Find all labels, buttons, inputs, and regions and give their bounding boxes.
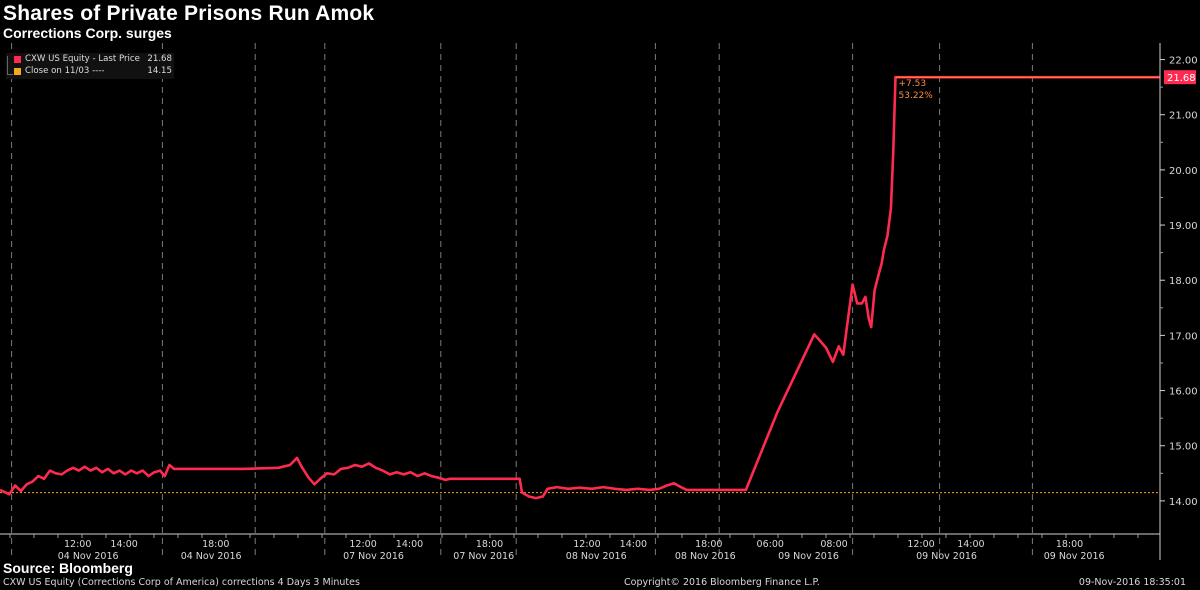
x-date-label: 09 Nov 2016 bbox=[916, 551, 977, 562]
legend: CXW US Equity - Last Price 21.68 Close o… bbox=[6, 53, 174, 79]
footer-copyright: Copyright© 2016 Bloomberg Finance L.P. bbox=[624, 577, 820, 588]
x-time-label: 12:00 bbox=[907, 539, 934, 550]
x-time-label: 12:00 bbox=[64, 539, 91, 550]
x-date-label: 07 Nov 2016 bbox=[343, 551, 404, 562]
x-time-label: 18:00 bbox=[202, 539, 229, 550]
chart-title: Shares of Private Prisons Run Amok bbox=[3, 2, 375, 25]
x-date-label: 09 Nov 2016 bbox=[778, 551, 839, 562]
y-tick-label: 19.00 bbox=[1169, 221, 1198, 232]
x-time-label: 14:00 bbox=[396, 539, 423, 550]
grid-layer bbox=[0, 43, 1160, 560]
y-tick-label: 21.00 bbox=[1169, 111, 1198, 122]
x-time-label: 18:00 bbox=[476, 539, 503, 550]
legend-item-last-price: CXW US Equity - Last Price 21.68 bbox=[14, 54, 172, 66]
legend-item-close: Close on 11/03 ---- 14.15 bbox=[14, 66, 172, 78]
legend-swatch-last-price bbox=[14, 56, 21, 63]
annotation-layer: +7.53 53.22% bbox=[895, 76, 1160, 101]
x-time-label: 18:00 bbox=[1056, 539, 1083, 550]
x-date-label: 09 Nov 2016 bbox=[1044, 551, 1105, 562]
x-time-label: 06:00 bbox=[757, 539, 784, 550]
x-time-label: 14:00 bbox=[110, 539, 137, 550]
x-time-label: 12:00 bbox=[573, 539, 600, 550]
legend-value: 21.68 bbox=[147, 54, 172, 64]
series-layer bbox=[0, 75, 1160, 500]
y-tick-label: 15.00 bbox=[1169, 442, 1198, 453]
x-date-label: 04 Nov 2016 bbox=[58, 551, 119, 562]
last-price-tag bbox=[1164, 70, 1196, 85]
legend-label: CXW US Equity - Last Price bbox=[25, 54, 140, 64]
x-time-label: 14:00 bbox=[620, 539, 647, 550]
y-tick-label: 14.00 bbox=[1169, 497, 1198, 508]
x-date-label: 07 Nov 2016 bbox=[453, 551, 514, 562]
legend-label: Close on 11/03 ---- bbox=[25, 66, 105, 76]
last-price-tag-label: 21.68 bbox=[1167, 73, 1196, 84]
x-time-label: 08:00 bbox=[820, 539, 847, 550]
price-series-line bbox=[0, 75, 1160, 500]
y-tick-label: 22.00 bbox=[1169, 56, 1198, 67]
x-time-label: 18:00 bbox=[695, 539, 722, 550]
footer-description: CXW US Equity (Corrections Corp of Ameri… bbox=[3, 577, 360, 588]
footer-timestamp: 09-Nov-2016 18:35:01 bbox=[1078, 577, 1186, 588]
x-date-label: 04 Nov 2016 bbox=[181, 551, 242, 562]
axis-layer: 14.00 15.00 16.00 17.00 18.00 19.00 20.00 21.00… bbox=[0, 43, 1198, 562]
y-tick-label: 16.00 bbox=[1169, 387, 1198, 398]
x-date-label: 08 Nov 2016 bbox=[566, 551, 627, 562]
chart-subtitle: Corrections Corp. surges bbox=[3, 25, 172, 41]
legend-connector bbox=[7, 56, 13, 75]
legend-value: 14.15 bbox=[147, 66, 172, 76]
y-tick-label: 20.00 bbox=[1169, 166, 1198, 177]
y-tick-label: 17.00 bbox=[1169, 331, 1198, 342]
x-time-label: 12:00 bbox=[349, 539, 376, 550]
y-tick-label: 18.00 bbox=[1169, 276, 1198, 287]
source-label: Source: Bloomberg bbox=[3, 560, 133, 576]
x-time-label: 14:00 bbox=[957, 539, 984, 550]
change-percent: 53.22% bbox=[899, 91, 934, 101]
change-value: +7.53 bbox=[899, 79, 927, 89]
legend-swatch-close bbox=[14, 68, 21, 75]
x-date-label: 08 Nov 2016 bbox=[675, 551, 736, 562]
